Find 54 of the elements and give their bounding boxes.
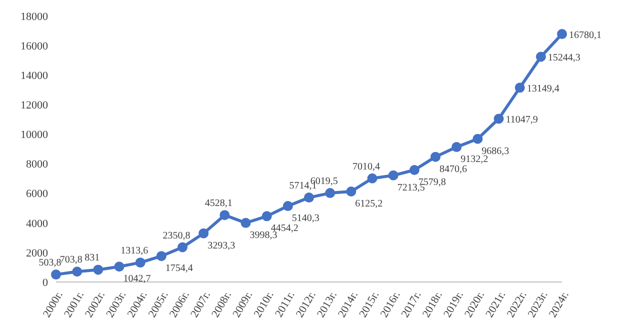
data-label: 1754,4 [165,263,193,274]
data-label: 1313,6 [120,246,148,257]
point [72,266,82,277]
y-tick-label: 12000 [20,100,48,112]
y-tick-label: 16000 [20,40,48,52]
data-label: 15244,3 [548,52,580,64]
y-tick-label: 4000 [26,218,48,230]
data-label: 8470,6 [440,164,467,175]
point [156,251,166,262]
point [367,173,378,184]
point [93,264,104,275]
point [220,210,230,220]
y-tick-label: 8000 [26,158,48,171]
data-label: 7010,4 [352,161,380,172]
point [388,170,398,180]
point [325,188,336,198]
data-label: 831 [84,252,100,264]
data-label: 11047,9 [506,114,538,126]
point [557,29,567,40]
data-label: 5140,3 [292,213,320,224]
point [494,114,504,124]
data-label: 9686,3 [482,146,510,157]
data-label: 16780,1 [569,30,602,42]
data-label: 703,8 [60,254,82,266]
y-tick-label: 10000 [20,129,48,142]
data-label: 13149,4 [526,84,560,95]
point [472,134,483,144]
y-tick-label: 0 [42,276,48,289]
point [452,142,462,152]
data-label: 1042,7 [123,274,151,285]
point [262,211,272,222]
data-label: 503,8 [38,258,62,269]
point [51,270,61,280]
point [135,258,146,268]
point [240,218,251,228]
point [346,186,356,196]
point [430,152,440,162]
point [304,192,314,203]
data-label: 6125,2 [355,198,383,210]
y-tick-label: 6000 [26,188,48,200]
y-tick-label: 14000 [20,70,48,82]
y-tick-label: 18000 [20,10,48,23]
point [198,228,209,238]
point [514,82,525,93]
data-label: 4528,1 [204,198,232,210]
point [282,201,293,212]
point [114,262,124,272]
point [409,164,420,175]
y-tick-label: 2000 [26,247,48,260]
point [178,242,188,252]
data-label: 3293,3 [208,240,236,252]
data-label: 2350,8 [162,230,190,242]
point [536,52,546,62]
data-label: 9132,2 [460,154,488,166]
